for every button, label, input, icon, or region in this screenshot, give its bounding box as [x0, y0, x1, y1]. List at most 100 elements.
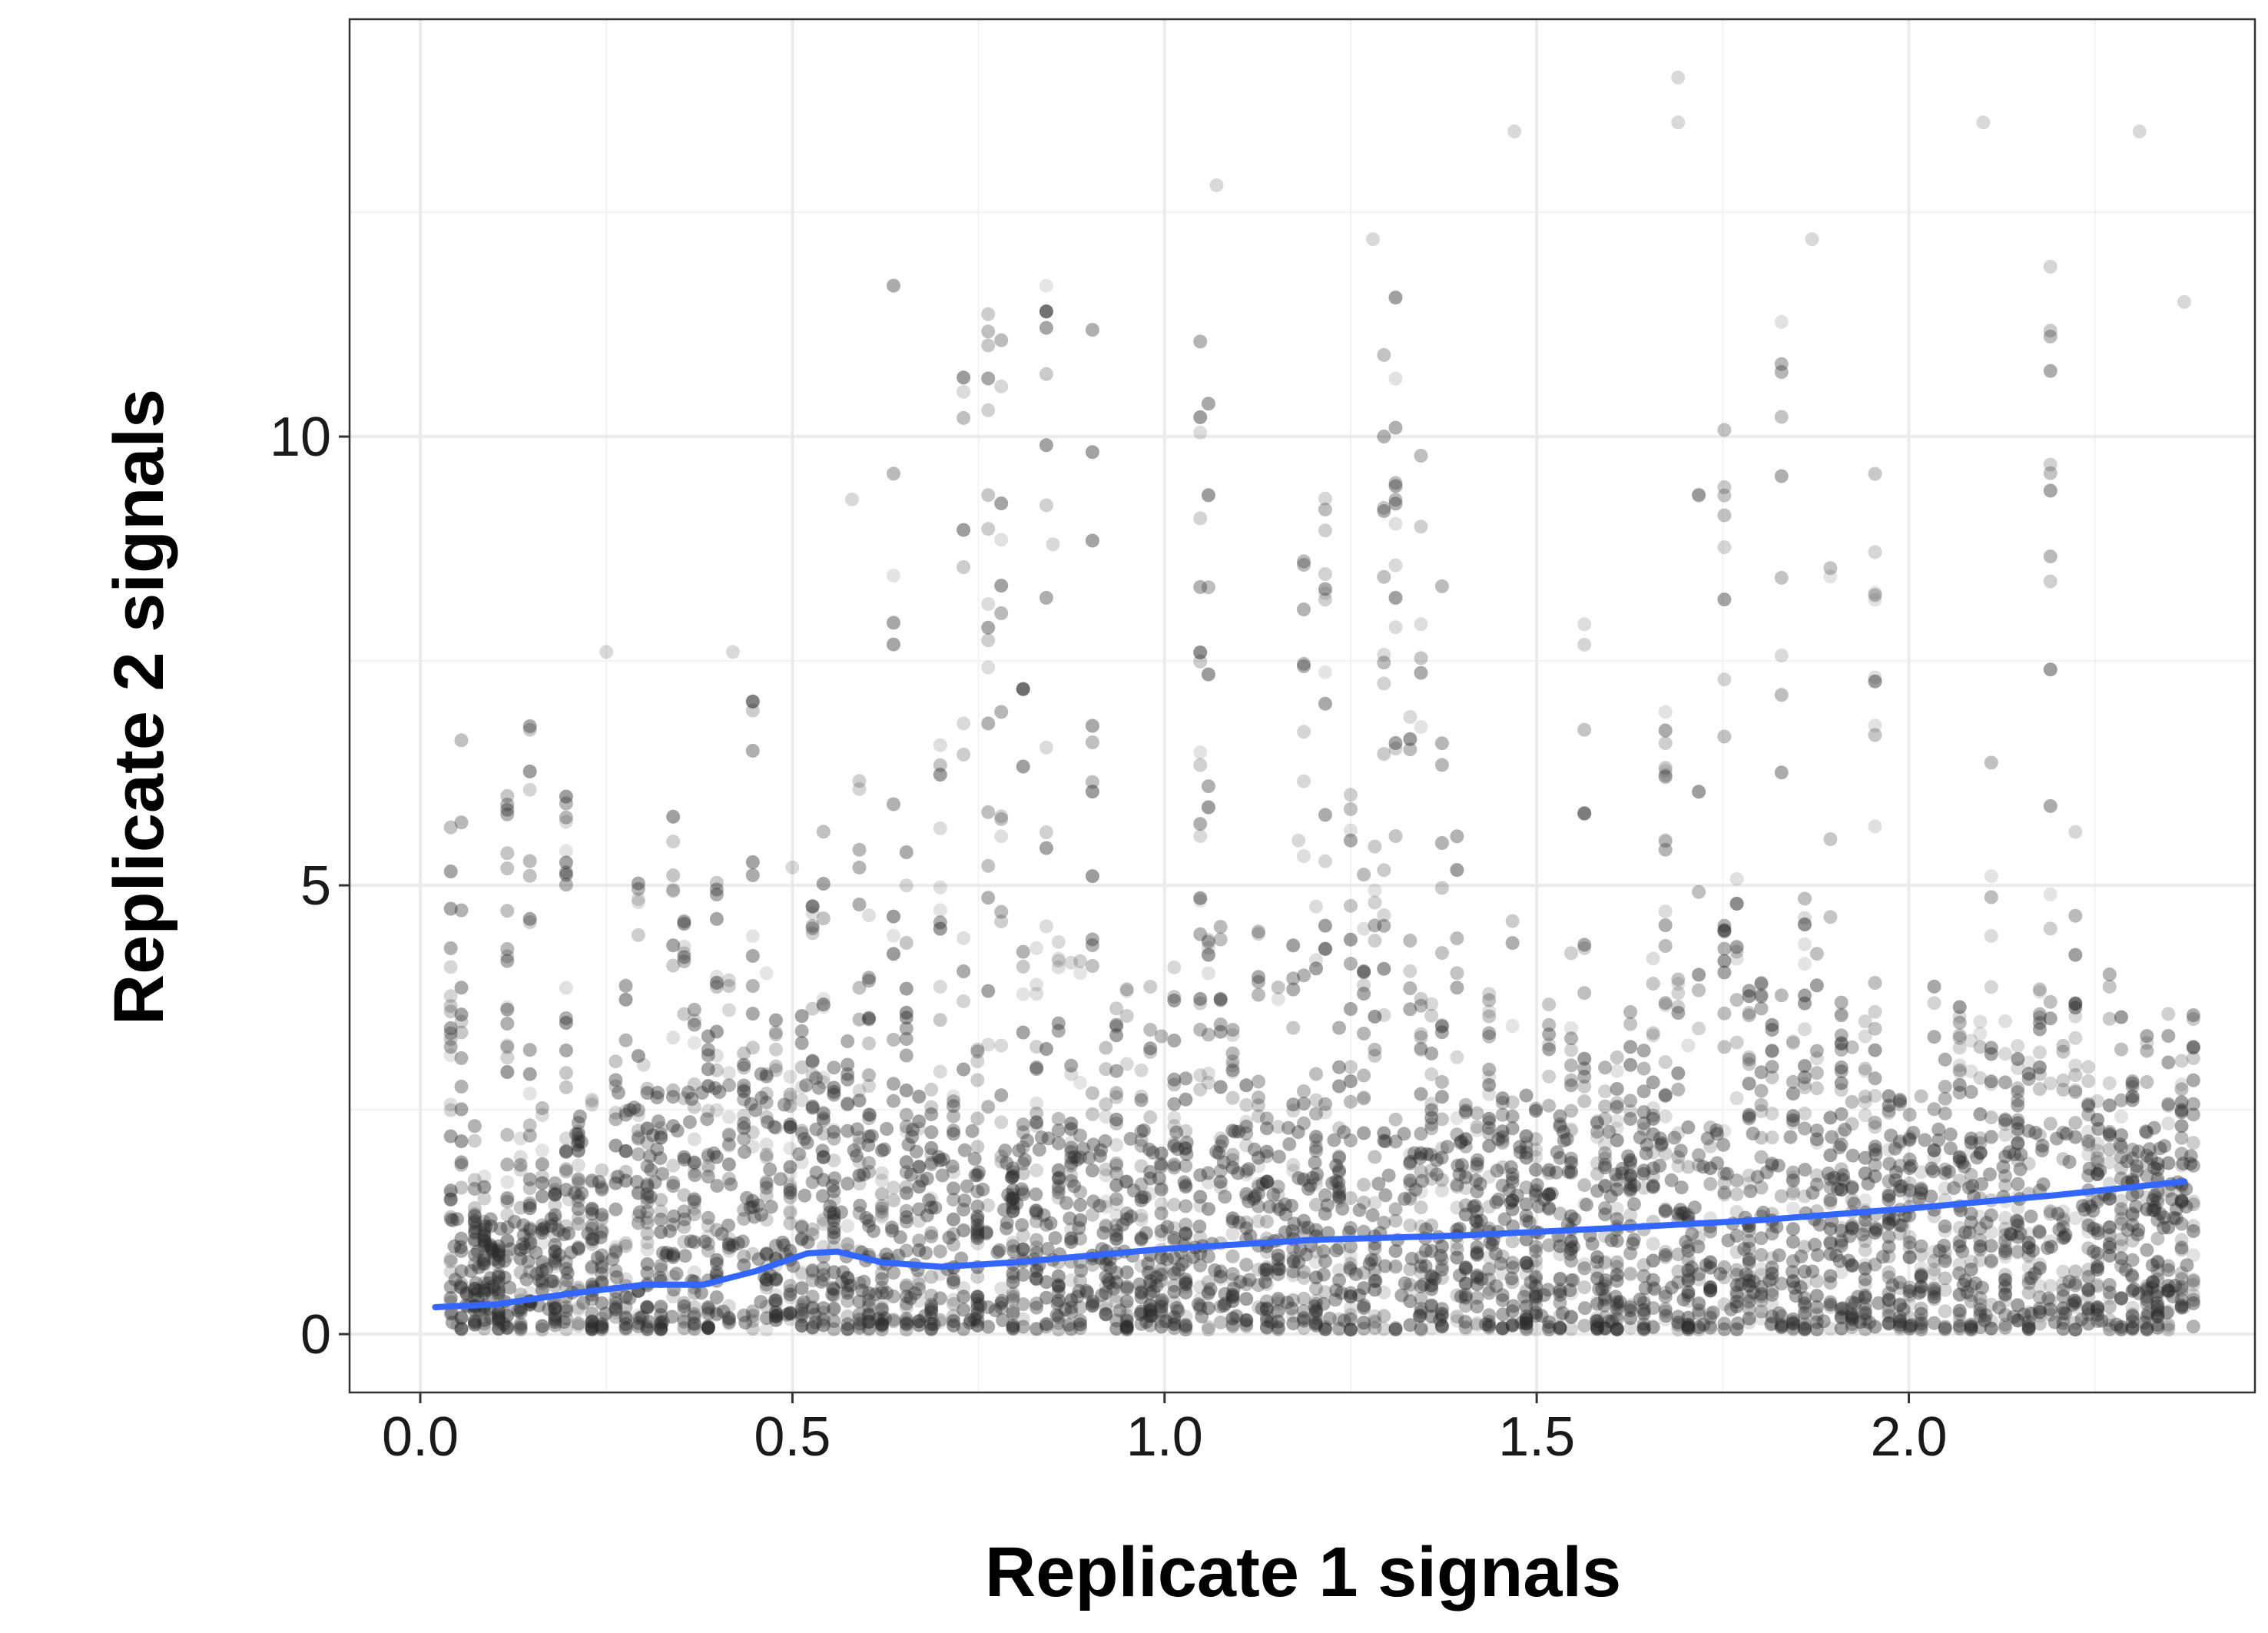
- data-point: [2186, 1219, 2200, 1233]
- data-point: [2011, 1113, 2025, 1127]
- data-point: [783, 1312, 797, 1326]
- data-point: [1458, 1207, 1473, 1222]
- data-point: [1109, 1157, 1124, 1170]
- data-point: [716, 1304, 731, 1319]
- data-point: [874, 1272, 889, 1286]
- data-point: [608, 1243, 623, 1257]
- data-point: [1109, 1295, 1124, 1309]
- data-point: [698, 1234, 712, 1249]
- data-point: [970, 1293, 985, 1307]
- data-point: [1646, 1101, 1660, 1116]
- data-point: [535, 1276, 549, 1291]
- data-point: [459, 1287, 474, 1302]
- data-point: [522, 1264, 537, 1279]
- data-point: [862, 971, 876, 985]
- data-point: [1179, 1254, 1193, 1269]
- data-point: [500, 1000, 515, 1014]
- data-point: [862, 1036, 876, 1050]
- data-point: [1469, 1173, 1483, 1187]
- data-point: [877, 1142, 891, 1157]
- data-point: [797, 1131, 811, 1146]
- data-point: [2032, 982, 2047, 997]
- data-point: [1529, 1189, 1543, 1203]
- data-point: [1119, 1265, 1134, 1280]
- data-point: [1167, 990, 1182, 1004]
- data-point: [685, 1092, 699, 1106]
- data-point: [1495, 1095, 1510, 1110]
- data-point: [1239, 1163, 1254, 1178]
- data-point: [957, 1289, 971, 1304]
- data-point: [1064, 1067, 1079, 1081]
- data-point: [1636, 1269, 1651, 1283]
- data-point: [2043, 329, 2057, 344]
- data-point: [1973, 1243, 1988, 1257]
- data-point: [1553, 1288, 1567, 1303]
- data-point: [1577, 617, 1592, 632]
- data-point: [1598, 1290, 1613, 1305]
- data-point: [1085, 1299, 1099, 1313]
- data-point: [2118, 1263, 2133, 1277]
- data-point: [1743, 1184, 1758, 1199]
- data-point: [1414, 1265, 1428, 1280]
- data-point: [1051, 1111, 1066, 1126]
- data-point: [827, 1084, 841, 1099]
- data-point: [1297, 1313, 1311, 1328]
- data-point: [1201, 667, 1215, 682]
- data-point: [454, 1231, 469, 1246]
- data-point: [1590, 1320, 1604, 1335]
- data-point: [2056, 1204, 2071, 1219]
- data-point: [1000, 1216, 1014, 1230]
- data-point: [2058, 1227, 2073, 1242]
- data-point: [2161, 1263, 2176, 1277]
- data-point: [1845, 1307, 1859, 1322]
- data-point: [1332, 1273, 1346, 1287]
- data-point: [1006, 1244, 1021, 1259]
- data-point: [677, 1314, 691, 1329]
- data-point: [2131, 1144, 2146, 1159]
- data-point: [2074, 1312, 2089, 1326]
- data-point: [1973, 1233, 1988, 1247]
- data-point: [1834, 1309, 1849, 1323]
- data-point: [1952, 1321, 1967, 1336]
- data-point: [1099, 1220, 1113, 1234]
- data-point: [1239, 1119, 1254, 1133]
- data-point: [1232, 1215, 1246, 1230]
- data-point: [1388, 735, 1403, 750]
- data-point: [687, 1306, 701, 1321]
- data-point: [768, 1271, 783, 1286]
- data-point: [1786, 1201, 1800, 1216]
- data-point: [1073, 1321, 1087, 1336]
- data-point: [1529, 1253, 1543, 1267]
- data-point: [1834, 1171, 1849, 1186]
- data-point: [492, 1259, 506, 1273]
- data-point: [631, 1209, 645, 1223]
- data-point: [1259, 1319, 1274, 1334]
- data-point: [737, 1131, 751, 1146]
- data-point: [2140, 1279, 2154, 1293]
- data-point: [963, 1313, 978, 1327]
- data-point: [654, 1127, 668, 1141]
- data-point: [737, 1116, 751, 1130]
- data-point: [1636, 1163, 1651, 1178]
- data-point: [2150, 1272, 2165, 1286]
- data-point: [1786, 1275, 1800, 1289]
- data-point: [920, 1171, 934, 1186]
- data-point: [1973, 1303, 1988, 1317]
- data-point: [1564, 1073, 1578, 1087]
- data-point: [1658, 1109, 1673, 1124]
- data-point: [1134, 1063, 1149, 1077]
- data-point: [467, 1317, 482, 1332]
- data-point: [2068, 1276, 2083, 1290]
- data-point: [1006, 1200, 1020, 1214]
- data-point: [2081, 1289, 2096, 1304]
- data-point: [2091, 1143, 2104, 1158]
- data-point: [2114, 1239, 2128, 1253]
- data-point: [1424, 1067, 1439, 1081]
- data-point: [1470, 1270, 1484, 1284]
- data-point: [2043, 260, 2057, 274]
- data-point: [899, 1278, 914, 1293]
- data-point: [1681, 1285, 1696, 1299]
- data-point: [2056, 1283, 2071, 1297]
- data-point: [957, 1281, 971, 1296]
- data-point: [2011, 1200, 2025, 1215]
